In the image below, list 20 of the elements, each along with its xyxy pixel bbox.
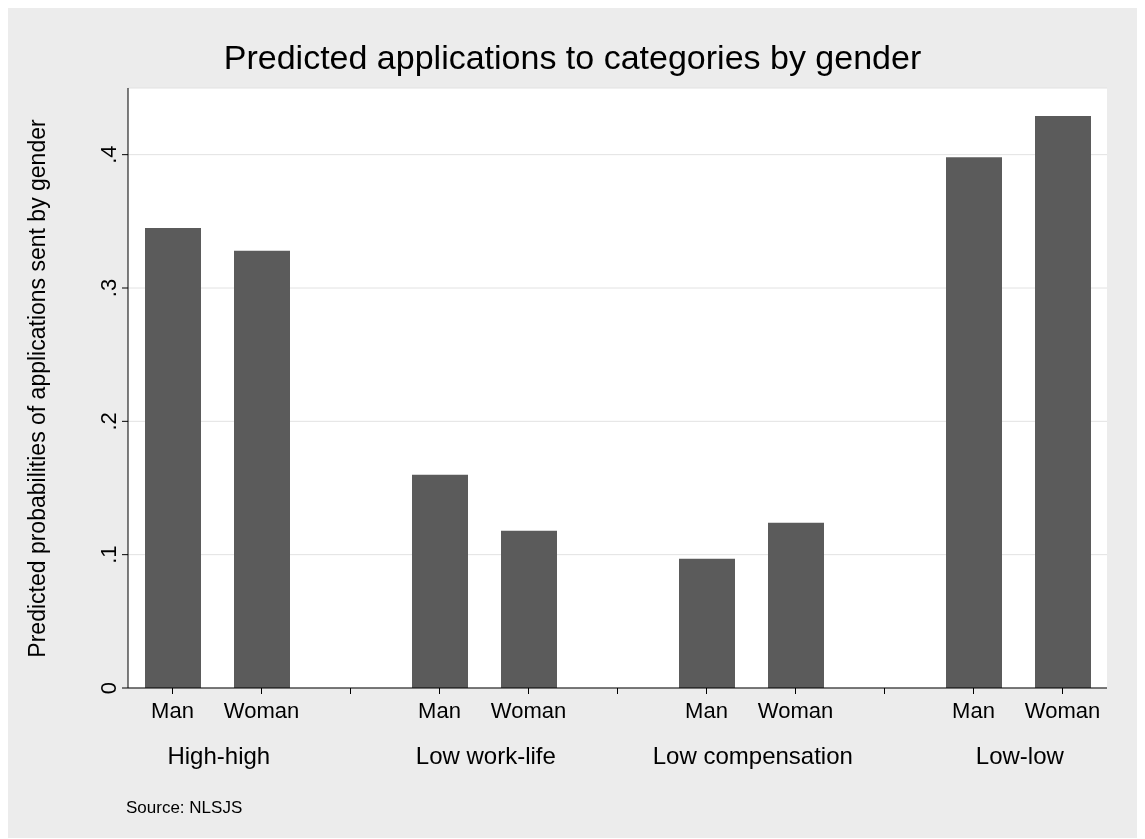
x-tick-label: Man xyxy=(685,698,728,723)
x-tick-label: Man xyxy=(151,698,194,723)
y-tick-label: 0 xyxy=(96,681,121,695)
text: Low compensation xyxy=(652,742,853,769)
y-tick-label: .3 xyxy=(96,278,121,298)
x-tick-label: Woman xyxy=(1024,698,1101,723)
text: Low work-life xyxy=(415,742,556,769)
y-tick-label: .1 xyxy=(96,545,121,564)
x-tick-label: Man xyxy=(952,698,995,723)
y-axis-title: Predicted probabilities of applications sent by gender xyxy=(23,118,51,658)
x-tick-label: Man xyxy=(418,698,461,723)
source-note: Source: NLSJS xyxy=(126,798,244,818)
x-tick-label: Woman xyxy=(223,698,300,723)
text: High-high xyxy=(167,742,271,769)
text: Low-low xyxy=(975,742,1065,769)
chart-title: Predicted applications to categories by gender xyxy=(222,38,923,77)
x-tick-label: Woman xyxy=(757,698,834,723)
y-tick-label: .2 xyxy=(96,412,121,431)
y-tick-label: .4 xyxy=(96,145,121,164)
x-tick-label: Woman xyxy=(490,698,567,723)
